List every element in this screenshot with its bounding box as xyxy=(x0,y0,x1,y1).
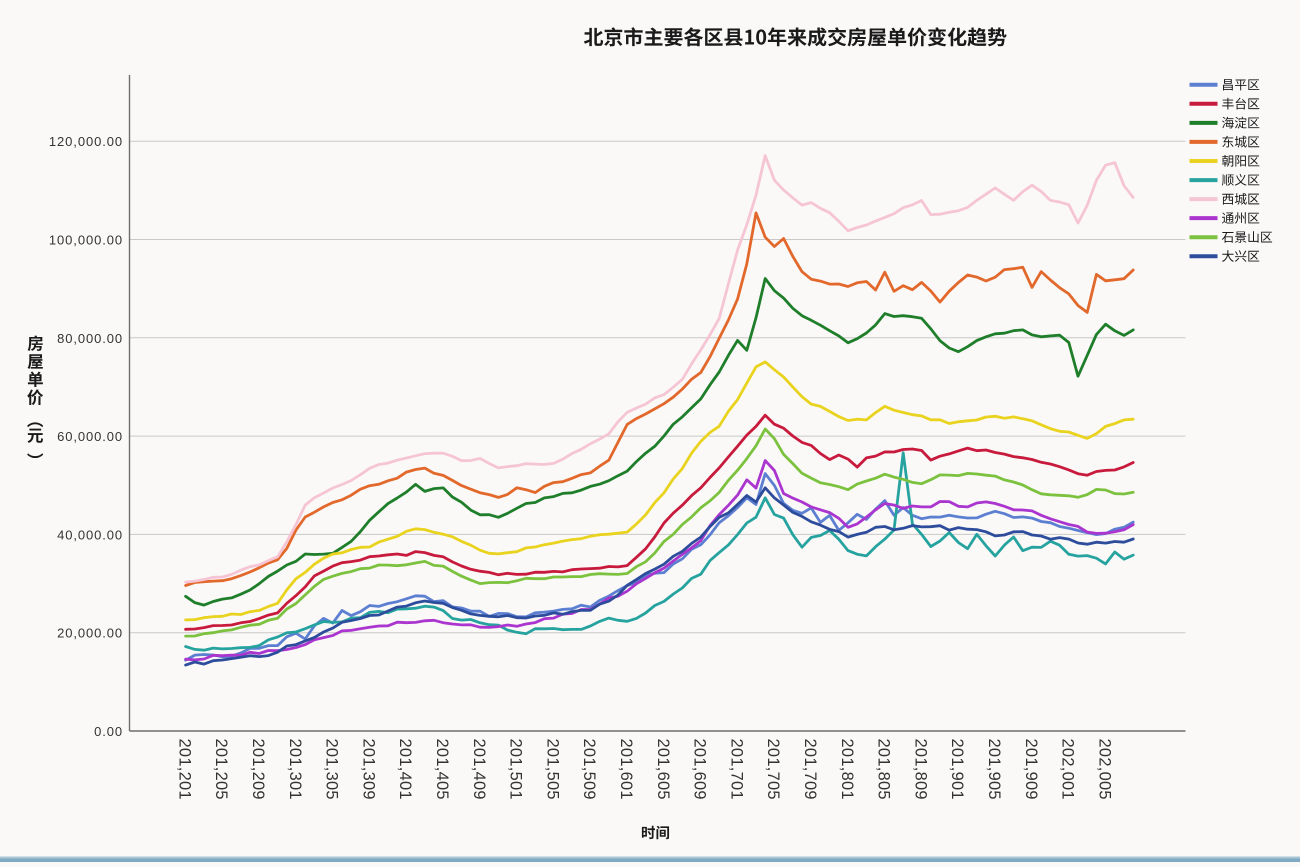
svg-text:0.00: 0.00 xyxy=(94,724,123,739)
svg-text:201,909: 201,909 xyxy=(1022,739,1040,800)
svg-text:80,000.00: 80,000.00 xyxy=(57,331,123,346)
svg-text:20,000.00: 20,000.00 xyxy=(57,626,123,641)
svg-text:201,205: 201,205 xyxy=(212,739,230,800)
svg-text:201,209: 201,209 xyxy=(249,739,267,800)
svg-text:202,001: 202,001 xyxy=(1059,739,1077,800)
svg-text:201,809: 201,809 xyxy=(911,739,929,800)
svg-text:201,801: 201,801 xyxy=(838,739,856,800)
svg-text:201,901: 201,901 xyxy=(948,739,966,800)
svg-text:201,605: 201,605 xyxy=(654,739,672,800)
svg-text:201,401: 201,401 xyxy=(396,739,414,800)
svg-text:201,409: 201,409 xyxy=(470,739,488,800)
svg-text:201,505: 201,505 xyxy=(543,739,561,800)
svg-text:201,805: 201,805 xyxy=(875,739,893,800)
svg-text:201,609: 201,609 xyxy=(691,739,709,800)
svg-text:201,905: 201,905 xyxy=(985,739,1003,800)
svg-text:201,305: 201,305 xyxy=(323,739,341,800)
svg-text:201,405: 201,405 xyxy=(433,739,451,800)
svg-text:201,301: 201,301 xyxy=(286,739,304,800)
svg-text:201,501: 201,501 xyxy=(507,739,525,800)
svg-text:40,000.00: 40,000.00 xyxy=(57,527,123,542)
svg-text:201,201: 201,201 xyxy=(175,739,193,800)
svg-text:201,601: 201,601 xyxy=(617,739,635,800)
svg-text:100,000.00: 100,000.00 xyxy=(49,233,123,248)
svg-text:202,005: 202,005 xyxy=(1095,739,1113,800)
svg-text:201,705: 201,705 xyxy=(764,739,782,800)
svg-text:201,709: 201,709 xyxy=(801,739,819,800)
svg-text:201,701: 201,701 xyxy=(727,739,745,800)
svg-text:120,000.00: 120,000.00 xyxy=(49,134,123,149)
svg-text:60,000.00: 60,000.00 xyxy=(57,429,123,444)
svg-text:201,509: 201,509 xyxy=(580,739,598,800)
svg-text:201,309: 201,309 xyxy=(359,739,377,800)
